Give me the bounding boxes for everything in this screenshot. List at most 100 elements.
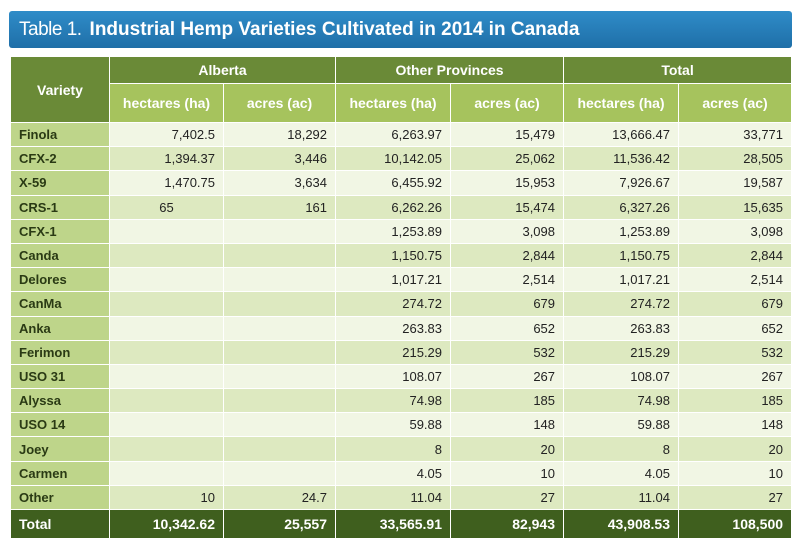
table-title: Industrial Hemp Varieties Cultivated in … [89, 18, 580, 40]
value-cell [222, 315, 337, 341]
unit-header: acres (ac) [678, 83, 793, 123]
table-row: Other 10 24.7 11.04 27 11.04 27 [10, 484, 793, 511]
variety-cell: Carmen [10, 460, 110, 486]
unit-header: hectares (ha) [563, 83, 680, 123]
value-cell: 532 [450, 339, 565, 365]
value-cell [222, 460, 337, 486]
value-cell: 2,844 [450, 242, 565, 269]
value-cell: 3,098 [450, 218, 565, 244]
value-cell: 74.98 [563, 388, 680, 414]
variety-cell: CFX-1 [10, 218, 110, 244]
variety-cell: Joey [10, 436, 110, 462]
value-cell: 15,474 [450, 194, 565, 220]
value-cell: 4.05 [335, 460, 452, 486]
value-cell [222, 412, 337, 438]
value-cell: 10 [678, 460, 793, 486]
value-cell [222, 291, 337, 317]
variety-header: Variety [10, 56, 110, 123]
variety-cell: CanMa [10, 291, 110, 317]
value-cell: 6,327.26 [563, 194, 680, 220]
value-cell: 1,253.89 [335, 218, 452, 244]
value-cell [109, 412, 224, 438]
group-header-total: Total [563, 56, 793, 84]
table-number: Table 1. [19, 18, 82, 40]
value-cell: 1,017.21 [563, 267, 680, 293]
value-cell [109, 242, 224, 269]
table-row: Ferimon 215.29 532 215.29 532 [10, 339, 793, 365]
value-cell [109, 436, 224, 462]
value-cell [222, 267, 337, 293]
value-cell: 2,844 [678, 242, 793, 269]
value-cell: 13,666.47 [563, 121, 680, 148]
value-cell: 59.88 [335, 412, 452, 438]
table-row: X-59 1,470.75 3,634 6,455.92 15,953 7,926.67 1… [10, 170, 793, 196]
value-cell: 11.04 [335, 484, 452, 511]
value-cell: 532 [678, 339, 793, 365]
value-cell [222, 242, 337, 269]
value-cell: 652 [450, 315, 565, 341]
value-cell: 11.04 [563, 484, 680, 511]
value-cell: 65 [109, 194, 224, 220]
value-cell: 274.72 [335, 291, 452, 317]
value-cell [109, 218, 224, 244]
variety-cell: USO 31 [10, 363, 110, 390]
table-row: Alyssa 74.98 185 74.98 185 [10, 388, 793, 414]
value-cell [109, 388, 224, 414]
total-cell: 33,565.91 [335, 509, 452, 539]
value-cell: 3,634 [222, 170, 337, 196]
total-cell: 108,500 [678, 509, 793, 539]
variety-cell: Alyssa [10, 388, 110, 414]
variety-cell: Other [10, 484, 110, 511]
table-row: Delores 1,017.21 2,514 1,017.21 2,514 [10, 267, 793, 293]
value-cell: 1,150.75 [335, 242, 452, 269]
value-cell: 1,394.37 [109, 146, 224, 172]
value-cell: 148 [678, 412, 793, 438]
variety-cell: Delores [10, 267, 110, 293]
variety-cell: Finola [10, 121, 110, 148]
table-body: Finola 7,402.5 18,292 6,263.97 15,479 13,666.… [10, 121, 793, 511]
value-cell [222, 436, 337, 462]
total-row: Total 10,342.62 25,557 33,565.91 82,943 … [10, 509, 793, 539]
total-cell: 10,342.62 [109, 509, 224, 539]
value-cell: 27 [450, 484, 565, 511]
value-cell [109, 291, 224, 317]
value-cell: 24.7 [222, 484, 337, 511]
value-cell: 59.88 [563, 412, 680, 438]
value-cell [222, 388, 337, 414]
value-cell: 1,470.75 [109, 170, 224, 196]
value-cell: 33,771 [678, 121, 793, 148]
table-row: CFX-1 1,253.89 3,098 1,253.89 3,098 [10, 218, 793, 244]
value-cell: 108.07 [563, 363, 680, 390]
value-cell: 679 [678, 291, 793, 317]
unit-header: acres (ac) [450, 83, 565, 123]
value-cell: 15,479 [450, 121, 565, 148]
value-cell [109, 460, 224, 486]
unit-header: hectares (ha) [109, 83, 224, 123]
table-row: Anka 263.83 652 263.83 652 [10, 315, 793, 341]
value-cell: 10,142.05 [335, 146, 452, 172]
value-cell [109, 267, 224, 293]
value-cell: 15,635 [678, 194, 793, 220]
value-cell: 6,263.97 [335, 121, 452, 148]
hemp-varieties-table: Variety Alberta Other Provinces Total he… [10, 56, 793, 539]
value-cell: 2,514 [450, 267, 565, 293]
value-cell: 267 [450, 363, 565, 390]
variety-cell: Canda [10, 242, 110, 269]
table-row: Joey 8 20 8 20 [10, 436, 793, 462]
value-cell [222, 218, 337, 244]
value-cell [109, 339, 224, 365]
value-cell: 6,262.26 [335, 194, 452, 220]
value-cell: 8 [335, 436, 452, 462]
value-cell: 15,953 [450, 170, 565, 196]
value-cell: 1,017.21 [335, 267, 452, 293]
value-cell: 1,253.89 [563, 218, 680, 244]
value-cell [109, 363, 224, 390]
value-cell: 274.72 [563, 291, 680, 317]
value-cell: 8 [563, 436, 680, 462]
variety-cell: CFX-2 [10, 146, 110, 172]
variety-cell: CRS-1 [10, 194, 110, 220]
group-header-other-provinces: Other Provinces [335, 56, 565, 84]
value-cell: 263.83 [335, 315, 452, 341]
total-label: Total [10, 509, 110, 539]
value-cell: 1,150.75 [563, 242, 680, 269]
